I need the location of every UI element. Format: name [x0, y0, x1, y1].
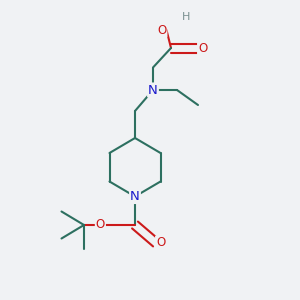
Text: O: O	[198, 41, 207, 55]
Text: H: H	[182, 11, 190, 22]
Text: O: O	[157, 23, 167, 37]
Text: N: N	[130, 190, 140, 203]
Text: O: O	[156, 236, 165, 250]
Text: O: O	[96, 218, 105, 232]
Text: N: N	[148, 83, 158, 97]
